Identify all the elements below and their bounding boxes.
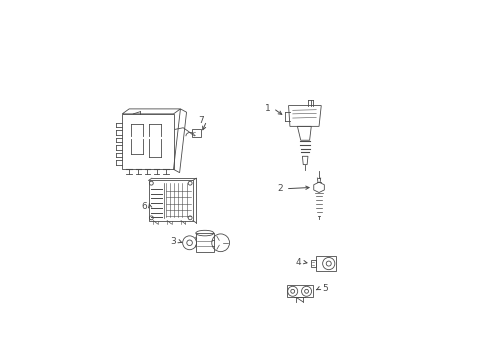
Text: 2: 2 [277, 184, 283, 193]
Text: 7: 7 [198, 116, 204, 125]
Text: 6: 6 [142, 202, 147, 211]
Text: 3: 3 [171, 237, 176, 246]
Text: 1: 1 [265, 104, 270, 113]
Text: 4: 4 [295, 258, 301, 267]
Text: 5: 5 [322, 284, 327, 293]
